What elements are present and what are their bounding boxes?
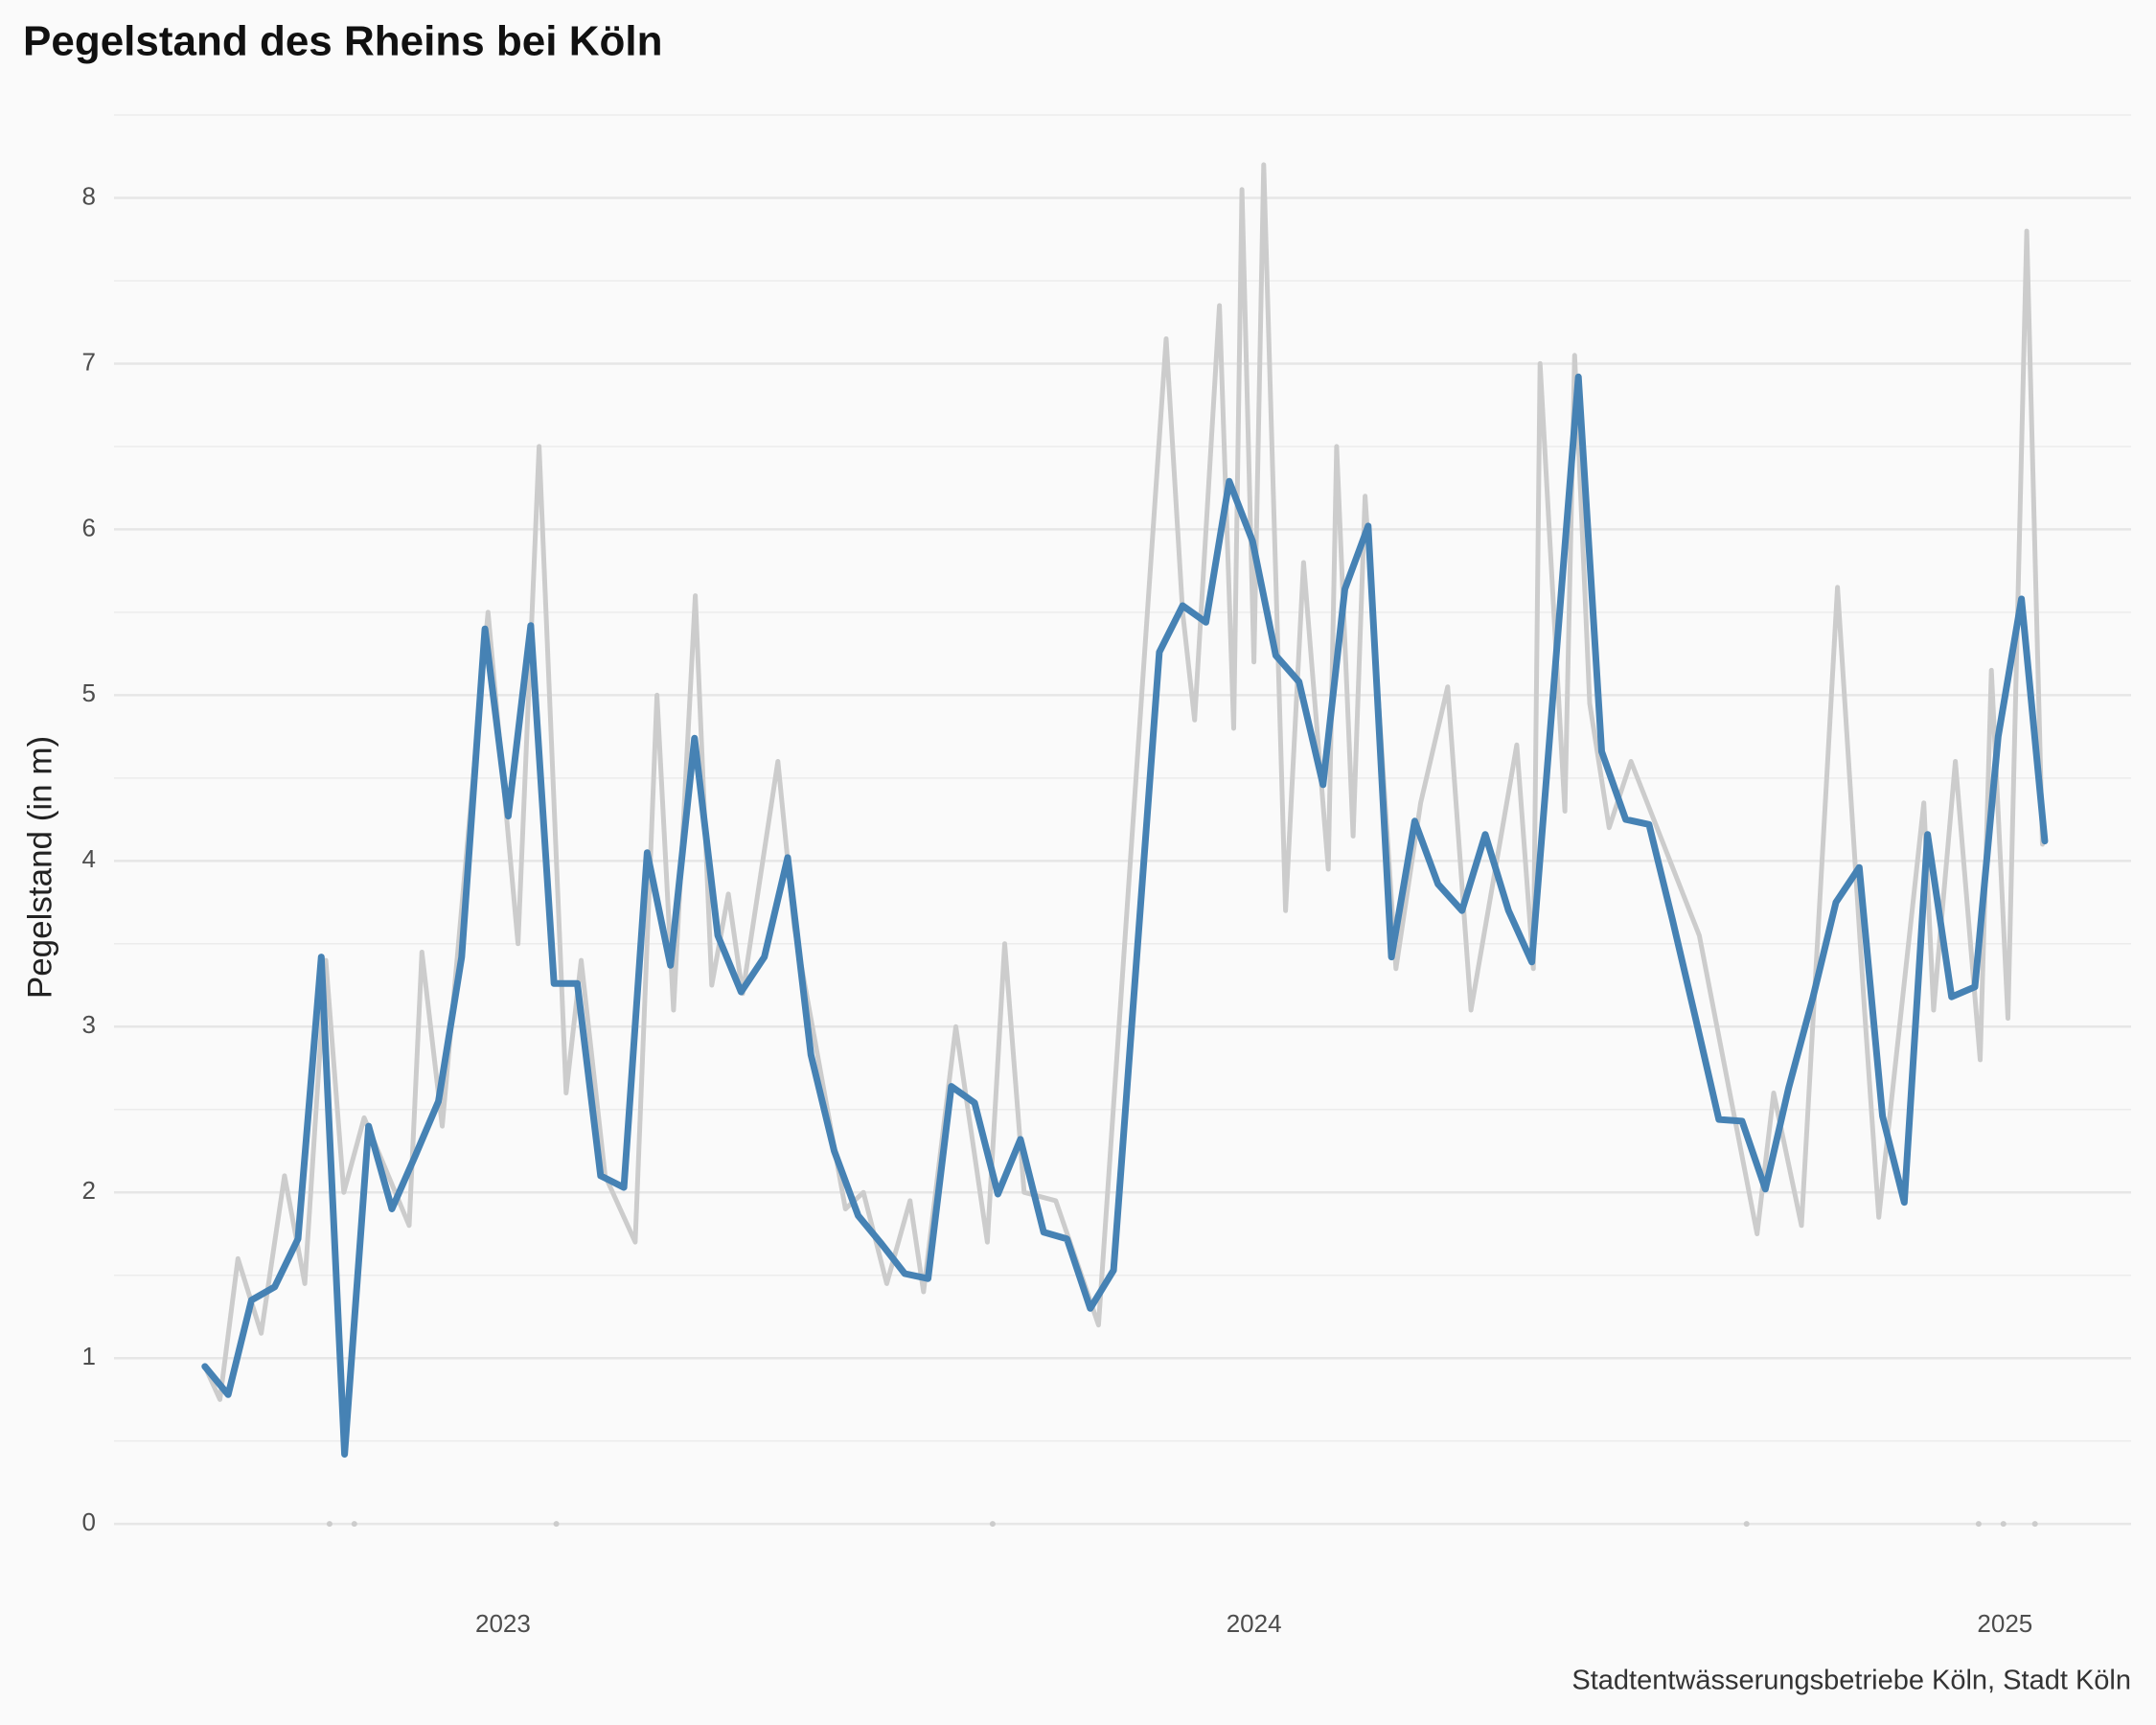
raw-point <box>2031 1521 2038 1528</box>
y-tick-label: 6 <box>82 513 96 541</box>
y-tick-label: 8 <box>82 181 96 210</box>
mean-line <box>201 373 2049 1458</box>
y-tick-label: 3 <box>82 1010 96 1039</box>
y-tick-label: 7 <box>82 347 96 376</box>
raw-point <box>351 1521 357 1528</box>
x-tick-label: 2025 <box>1977 1609 2032 1638</box>
raw-point <box>1975 1521 1982 1528</box>
chart-title: Pegelstand des Rheins bei Köln <box>23 18 662 65</box>
y-tick-label: 0 <box>82 1507 96 1536</box>
raw-point <box>1743 1521 1750 1528</box>
raw-point <box>2000 1521 2007 1528</box>
y-axis-label: Pegelstand (in m) <box>21 736 58 999</box>
y-tick-label: 1 <box>82 1342 96 1370</box>
raw-point <box>989 1521 996 1528</box>
y-tick-label: 4 <box>82 844 96 873</box>
caption: Stadtentwässerungsbetriebe Köln, Stadt K… <box>1571 1666 2131 1696</box>
raw-point <box>326 1521 333 1528</box>
x-tick-label: 2024 <box>1227 1609 1282 1638</box>
x-tick-label: 2023 <box>475 1609 531 1638</box>
y-tick-label: 2 <box>82 1176 96 1205</box>
raw-point <box>553 1521 560 1528</box>
y-tick-label: 5 <box>82 678 96 707</box>
